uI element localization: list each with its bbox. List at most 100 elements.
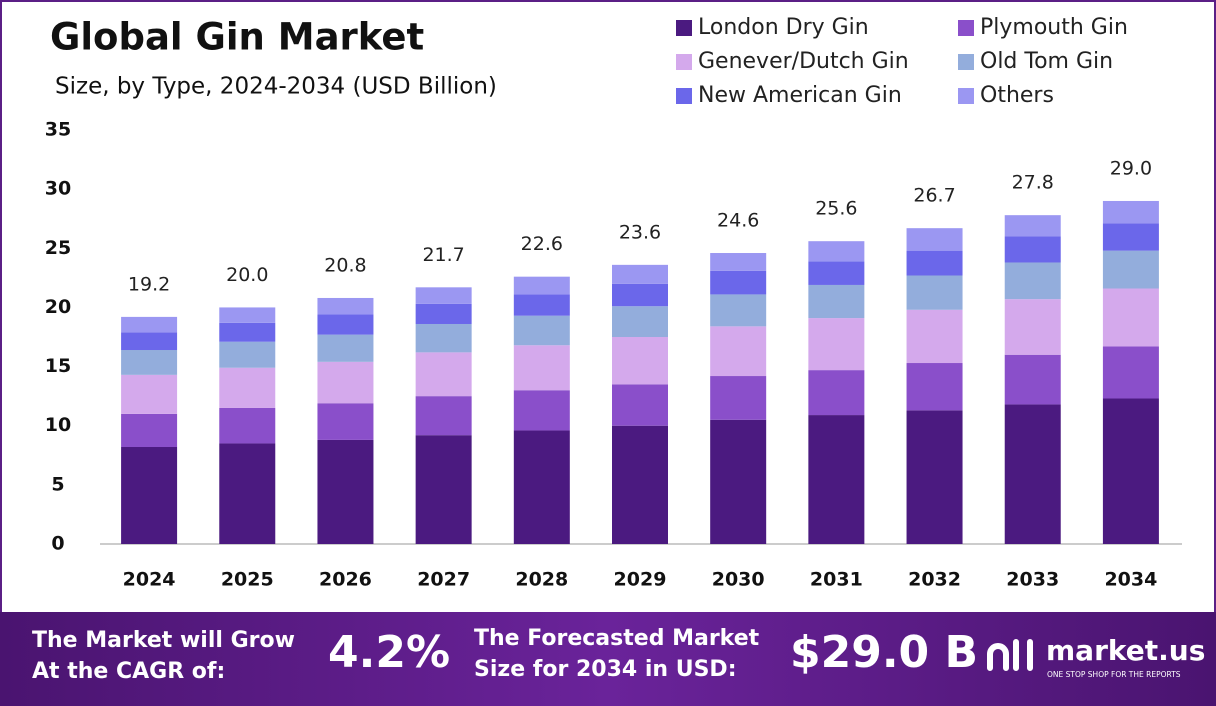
bar-segment	[415, 435, 472, 544]
legend-swatch	[958, 88, 974, 104]
y-tick-label: 30	[45, 178, 71, 200]
brand-name: market.us	[1046, 634, 1205, 667]
total-label: 29.0	[1110, 157, 1152, 179]
x-tick-label: 2030	[712, 569, 765, 591]
bar-segment	[1102, 288, 1159, 347]
bar-segment	[513, 315, 570, 346]
bar-segment	[710, 376, 767, 420]
bar-segment	[710, 326, 767, 377]
bar-segment	[317, 361, 374, 404]
bar-segment	[317, 403, 374, 440]
bar-segment	[906, 228, 963, 251]
bar-segment	[1004, 299, 1061, 355]
bar-segment	[612, 384, 668, 426]
x-tick-label: 2025	[221, 569, 274, 591]
bar-segment	[317, 439, 374, 544]
chart-title: Global Gin Market	[50, 16, 424, 59]
logo-shape	[987, 643, 1009, 671]
bar-segment	[1004, 215, 1061, 237]
x-tick-label: 2034	[1104, 569, 1157, 591]
bar-segment	[710, 270, 767, 295]
bar-segment	[808, 241, 865, 262]
bar-segment	[317, 297, 374, 315]
bar-segment	[219, 407, 276, 444]
chart-subtitle: Size, by Type, 2024-2034 (USD Billion)	[55, 74, 497, 100]
total-label: 21.7	[422, 244, 464, 266]
x-tick-label: 2032	[908, 569, 961, 591]
bar-segment	[415, 352, 472, 397]
bar-segment	[121, 316, 178, 333]
bar-segment	[906, 309, 963, 364]
legend-swatch	[676, 88, 692, 104]
bar-segment	[612, 425, 668, 544]
bar-segment	[906, 410, 963, 544]
brand-logo	[987, 639, 1033, 671]
bar-segment	[1102, 250, 1159, 289]
y-tick-label: 5	[51, 473, 64, 495]
bar-segment	[1102, 200, 1159, 224]
bar-segment	[415, 396, 472, 436]
brand-tagline: ONE STOP SHOP FOR THE REPORTS	[1047, 670, 1181, 679]
legend-swatch	[958, 20, 974, 36]
bar-segment	[121, 447, 178, 544]
bar-segment	[219, 443, 276, 544]
x-tick-label: 2031	[810, 569, 863, 591]
bar-segment	[906, 275, 963, 310]
bar-segment	[317, 334, 374, 362]
legend-swatch	[958, 54, 974, 70]
x-tick-label: 2029	[614, 569, 667, 591]
bar-segment	[121, 332, 178, 351]
bar-segment	[513, 294, 570, 316]
forecast-text: Size for 2034 in USD:	[474, 657, 737, 682]
total-label: 24.6	[717, 210, 759, 232]
bar-segment	[513, 390, 570, 431]
bar-segment	[415, 303, 472, 324]
total-label: 26.7	[913, 185, 955, 207]
bar-segment	[219, 341, 276, 368]
x-tick-label: 2033	[1006, 569, 1059, 591]
total-label: 20.8	[324, 254, 366, 276]
bar-segment	[1004, 236, 1061, 263]
total-label: 23.6	[619, 221, 661, 243]
total-label: 25.6	[815, 198, 857, 220]
bar-segment	[1004, 354, 1061, 405]
legend-swatch	[676, 20, 692, 36]
bar-segment	[612, 306, 668, 337]
bar-segment	[219, 367, 276, 408]
y-tick-label: 20	[45, 296, 71, 318]
forecast-value: $29.0 B	[790, 627, 978, 678]
cagr-text: The Market will Grow	[32, 628, 295, 653]
bar-segment	[710, 419, 767, 544]
forecast-text: The Forecasted Market	[474, 626, 760, 651]
bar-segment	[808, 261, 865, 285]
bar-segment	[808, 318, 865, 371]
bar-segment	[710, 253, 767, 271]
bar-segment	[415, 287, 472, 304]
total-label: 20.0	[226, 264, 268, 286]
legend-label: New American Gin	[698, 83, 902, 108]
bar-segment	[415, 323, 472, 353]
bar-segment	[808, 284, 865, 319]
cagr-text: At the CAGR of:	[32, 659, 225, 684]
x-tick-label: 2024	[123, 569, 176, 591]
logo-shape	[1013, 639, 1033, 671]
bar-segment	[1102, 223, 1159, 251]
y-tick-label: 10	[45, 414, 71, 436]
bar-segment	[1004, 404, 1061, 544]
y-tick-label: 25	[45, 237, 71, 259]
bar-segment	[219, 322, 276, 342]
legend-label: Plymouth Gin	[980, 15, 1128, 40]
bar-segment	[612, 264, 668, 284]
total-label: 27.8	[1012, 172, 1054, 194]
x-tick-label: 2027	[417, 569, 470, 591]
bar-segment	[1004, 262, 1061, 300]
legend-label: Genever/Dutch Gin	[698, 49, 909, 74]
bar-segment	[808, 370, 865, 416]
bar-segment	[906, 250, 963, 276]
y-tick-label: 15	[45, 355, 71, 377]
y-tick-label: 0	[51, 533, 64, 555]
bar-segment	[513, 430, 570, 544]
legend-label: Old Tom Gin	[980, 49, 1113, 74]
legend-label: Others	[980, 83, 1054, 108]
